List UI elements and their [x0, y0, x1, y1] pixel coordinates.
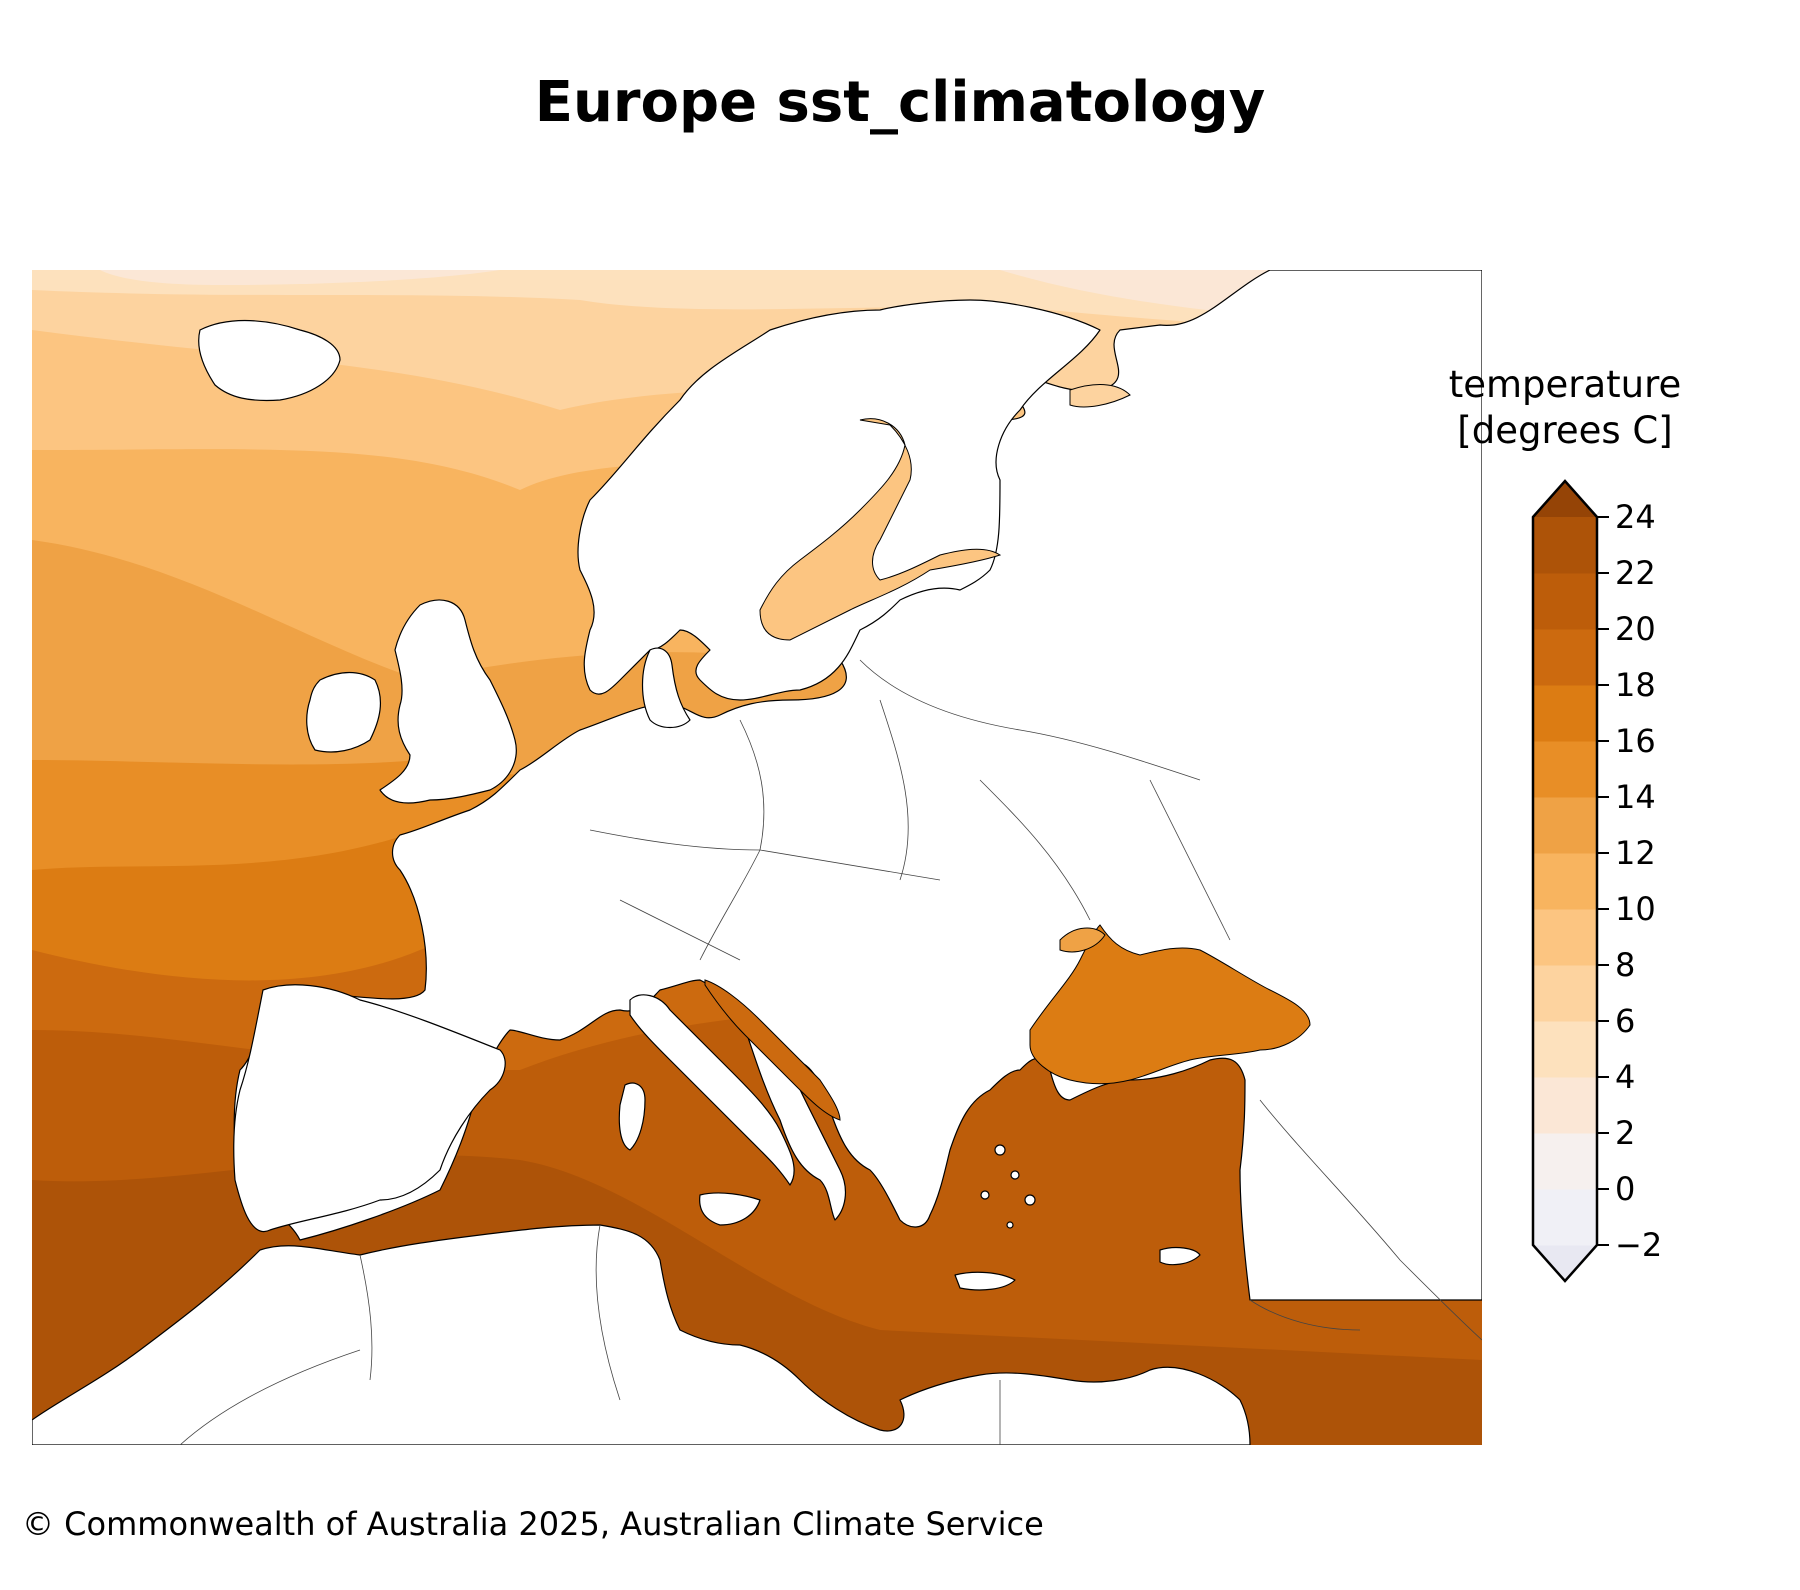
colorbar-bin	[1533, 629, 1597, 686]
sea-of-azov	[1059, 927, 1106, 953]
colorbar-tick-label: 8	[1615, 946, 1636, 984]
colorbar-bin	[1533, 1077, 1597, 1134]
adriatic-sea	[704, 979, 841, 1121]
colorbar-tick-label: 22	[1615, 554, 1656, 592]
colorbar-tick-label: 18	[1615, 666, 1656, 704]
landmass-north-africa	[32, 1224, 1251, 1445]
colorbar-tick-label: 2	[1615, 1114, 1636, 1152]
colorbar-tick-label: 6	[1615, 1002, 1636, 1040]
colorbar-bin	[1533, 741, 1597, 798]
colorbar-title-line2: [degrees C]	[1457, 409, 1673, 452]
colorbar-tick-label: 10	[1615, 890, 1656, 928]
colorbar-bin	[1533, 685, 1597, 742]
landmass-crete	[954, 1271, 1016, 1291]
landmass-ireland	[306, 671, 381, 753]
landmass-denmark	[641, 647, 691, 729]
landmass-italy	[629, 994, 795, 1186]
country-borders	[179, 659, 1482, 1445]
landmass-iceland	[198, 319, 341, 402]
colorbar-bin	[1533, 797, 1597, 854]
landmass-scandinavia	[577, 299, 1101, 701]
colorbar-tick-label: 0	[1615, 1170, 1636, 1208]
colorbar-title-line1: temperature	[1448, 363, 1682, 406]
copyright-notice: © Commonwealth of Australia 2025, Austra…	[22, 1505, 1044, 1543]
colorbar-tick-label: 24	[1615, 498, 1656, 536]
baltic-sea	[759, 384, 1131, 641]
colorbar-bin	[1533, 853, 1597, 910]
colorbar-tick-label: 4	[1615, 1058, 1636, 1096]
page-title: Europe sst_climatology	[534, 70, 1266, 135]
colorbar-bin	[1533, 909, 1597, 966]
colorbar-tick-label: 16	[1615, 722, 1656, 760]
colorbar	[1531, 479, 1609, 1283]
colorbar-bin	[1533, 965, 1597, 1022]
colorbar-bin	[1533, 1133, 1597, 1190]
colorbar-bin	[1533, 1189, 1597, 1246]
landmass-sardinia	[618, 1082, 646, 1151]
colorbar-extend-over	[1533, 481, 1597, 517]
colorbar-tick-label: 14	[1615, 778, 1656, 816]
landmass-great-britain	[379, 599, 517, 804]
colorbar-bin	[1533, 1021, 1597, 1078]
landmass-iberia	[233, 984, 506, 1233]
colorbar-extend-under	[1533, 1245, 1597, 1281]
colorbar-bin	[1533, 573, 1597, 630]
colorbar-tick-label: 12	[1615, 834, 1656, 872]
colorbar-tick-label: 20	[1615, 610, 1656, 648]
landmass-sicily	[699, 1192, 761, 1226]
landmass-cyprus	[1159, 1246, 1201, 1266]
colorbar-title: temperature [degrees C]	[1395, 362, 1735, 454]
colorbar-tick-label: −2	[1615, 1226, 1663, 1264]
colorbar-bin	[1533, 517, 1597, 574]
